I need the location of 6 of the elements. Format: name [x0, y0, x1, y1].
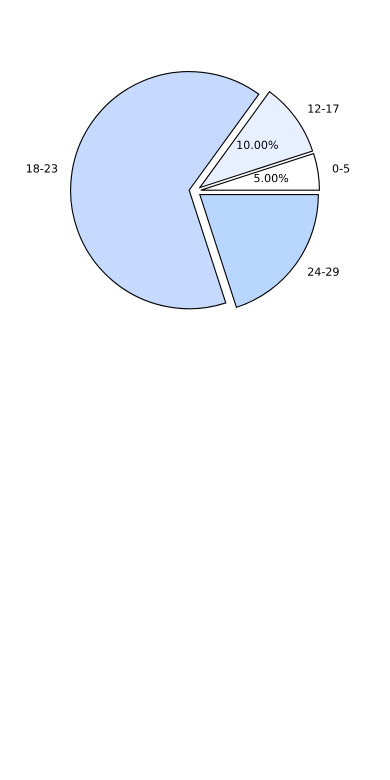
- data-label: 5.00%: [254, 174, 288, 182]
- slice-label: 18-23: [26, 164, 58, 173]
- slice-label: 24-29: [308, 267, 339, 276]
- slice-label: 12-17: [308, 104, 339, 113]
- slice-label: 0-5: [332, 164, 350, 173]
- data-label: 10.00%: [237, 140, 278, 150]
